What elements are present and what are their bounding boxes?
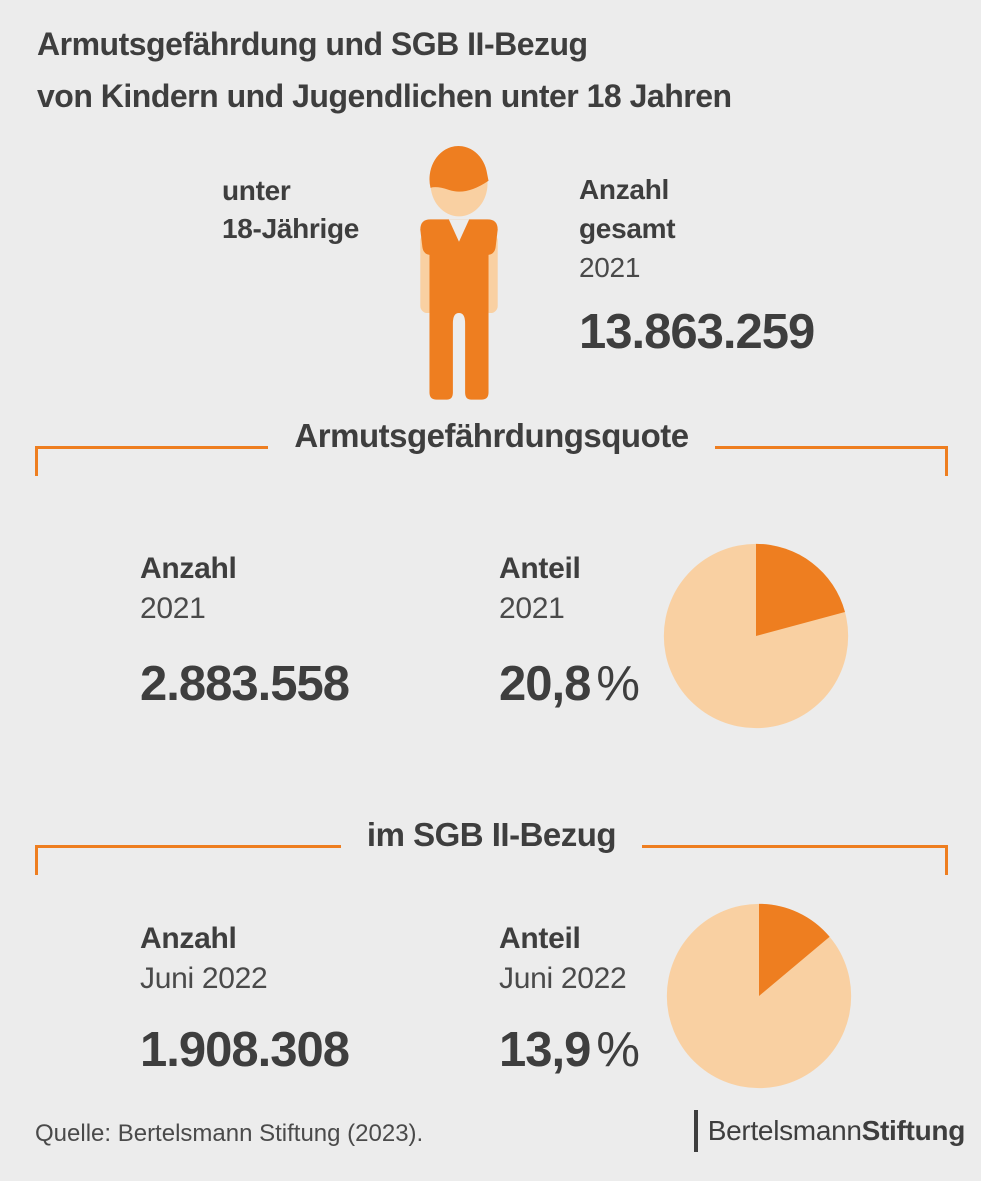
pie-share-slice bbox=[759, 903, 830, 996]
group-label-line1: unter bbox=[222, 175, 291, 206]
page-title-line2: von Kindern und Jugendlichen unter 18 Ja… bbox=[37, 78, 732, 114]
s2-share-value: 13,9% bbox=[499, 1022, 640, 1078]
s1-share-value: 20,8% bbox=[499, 656, 640, 712]
logo-bar-icon bbox=[693, 1110, 698, 1152]
person-icon bbox=[420, 146, 498, 400]
source-note: Quelle: Bertelsmann Stiftung (2023). bbox=[35, 1120, 424, 1147]
logo-text-bold: Stiftung bbox=[861, 1115, 966, 1146]
bracket-line-left bbox=[35, 446, 269, 476]
s2-count-period: Juni 2022 bbox=[140, 962, 268, 995]
person-vneck bbox=[448, 219, 470, 242]
total-label: Anzahl gesamt 2021 bbox=[579, 170, 676, 287]
pie-chart-sgb2-bezug bbox=[666, 903, 852, 1089]
pie-chart-armutsgefaehrdungsquote bbox=[663, 543, 849, 729]
logo-text: BertelsmannStiftung bbox=[707, 1115, 966, 1147]
total-label-year: 2021 bbox=[579, 252, 641, 283]
total-label-line1: Anzahl bbox=[579, 174, 669, 205]
s2-share-unit: % bbox=[596, 1023, 640, 1077]
person-hair bbox=[429, 146, 489, 192]
s1-count-label: Anzahl bbox=[140, 552, 237, 585]
total-label-line2: gesamt bbox=[579, 213, 676, 244]
group-label-line2: 18-Jährige bbox=[222, 213, 360, 244]
s2-count-label: Anzahl bbox=[140, 922, 237, 955]
s2-count-value: 1.908.308 bbox=[140, 1023, 350, 1077]
bracket-line-left bbox=[35, 845, 341, 875]
s1-share-number: 20,8 bbox=[499, 657, 591, 711]
bracket-line-right bbox=[714, 446, 949, 476]
s1-share-label: Anteil bbox=[499, 552, 581, 585]
logo-text-regular: Bertelsmann bbox=[707, 1115, 862, 1146]
page-title: Armutsgefährdung und SGB II-Bezug von Ki… bbox=[37, 18, 732, 122]
section-heading: im SGB II-Bezug bbox=[366, 816, 617, 853]
s2-share-number: 13,9 bbox=[499, 1023, 591, 1077]
s2-share-label: Anteil bbox=[499, 922, 581, 955]
s1-count-value: 2.883.558 bbox=[140, 657, 350, 711]
s1-count-period: 2021 bbox=[140, 592, 206, 625]
bracket-line-right bbox=[642, 845, 948, 875]
group-label: unter 18-Jährige bbox=[222, 172, 359, 248]
s1-share-unit: % bbox=[596, 657, 640, 711]
bertelsmann-stiftung-logo: BertelsmannStiftung bbox=[693, 1110, 966, 1152]
section-header-sgb2-bezug: im SGB II-Bezug bbox=[35, 816, 948, 875]
section-heading: Armutsgefährdungsquote bbox=[294, 417, 689, 454]
total-value: 13.863.259 bbox=[579, 305, 815, 359]
pie-share-slice bbox=[756, 543, 845, 636]
s1-share-period: 2021 bbox=[499, 592, 565, 625]
section-header-armutsgefaehrdungsquote: Armutsgefährdungsquote bbox=[35, 417, 949, 476]
page-title-line1: Armutsgefährdung und SGB II-Bezug bbox=[37, 26, 588, 62]
person-body bbox=[429, 241, 489, 400]
s2-share-period: Juni 2022 bbox=[499, 962, 627, 995]
